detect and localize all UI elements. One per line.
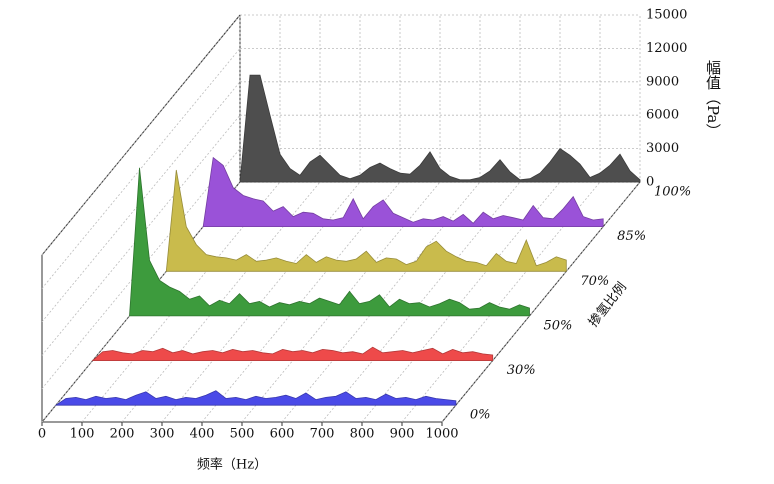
x-tick-label: 700 [310, 427, 335, 442]
x-axis-title: 频率（Hz） [197, 457, 267, 473]
z-tick-label: 100% [654, 185, 691, 200]
y-tick-label: 12000 [646, 41, 687, 56]
y-tick-label: 6000 [646, 108, 679, 123]
z-tick-label: 0% [470, 408, 491, 423]
series-area [54, 390, 457, 406]
series-area [129, 167, 530, 317]
series-area [239, 74, 641, 183]
series-area [165, 169, 567, 272]
y-axis-title: 幅值（Pa） [704, 60, 722, 138]
x-tick-label: 400 [190, 427, 215, 442]
y-tick-label: 3000 [646, 141, 679, 156]
y-tick-label: 0 [646, 175, 654, 190]
x-tick-label: 300 [150, 427, 175, 442]
z-tick-label: 30% [507, 363, 536, 378]
z-tick-label: 70% [580, 274, 609, 289]
y-tick-label: 9000 [646, 74, 679, 89]
frame-line [441, 181, 641, 423]
x-tick-label: 900 [390, 427, 415, 442]
x-tick-label: 500 [230, 427, 255, 442]
x-tick-label: 0 [38, 427, 46, 442]
x-tick-label: 600 [270, 427, 295, 442]
series-area [202, 156, 604, 228]
x-tick-label: 1000 [425, 427, 458, 442]
z-tick-label: 50% [544, 318, 573, 333]
z-tick-label: 85% [617, 229, 646, 244]
series-area [91, 346, 494, 362]
x-tick-label: 800 [350, 427, 375, 442]
x-tick-label: 200 [110, 427, 135, 442]
frame-line [41, 14, 241, 256]
y-tick-label: 15000 [646, 8, 687, 23]
x-tick-label: 100 [70, 427, 95, 442]
